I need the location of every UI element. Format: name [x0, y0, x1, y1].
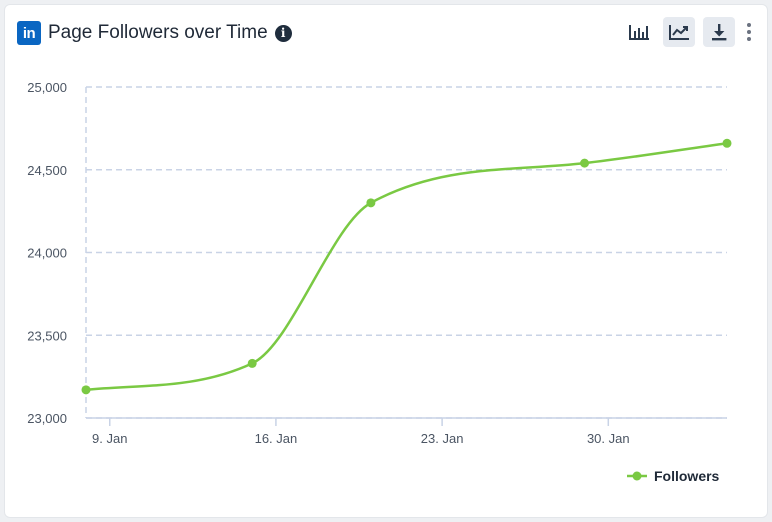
followers-data-point — [722, 138, 732, 148]
more-vertical-icon — [747, 23, 751, 41]
legend-label-followers: Followers — [654, 468, 720, 484]
more-options-button[interactable] — [743, 17, 755, 47]
x-tick-label: 23. Jan — [421, 431, 464, 446]
chart-title: Page Followers over Time — [48, 22, 268, 43]
y-tick-label: 23,000 — [27, 411, 67, 426]
followers-series-line — [85, 142, 728, 392]
followers-data-point — [366, 198, 376, 208]
followers-data-point — [580, 158, 590, 168]
info-icon[interactable]: i — [274, 24, 292, 42]
chart-header: in Page Followers over Time i — [17, 19, 292, 47]
bar-chart-icon — [629, 25, 649, 40]
followers-data-point — [247, 358, 257, 368]
followers-data-point — [81, 385, 91, 395]
y-tick-label: 23,500 — [27, 328, 67, 343]
linkedin-logo-icon: in — [17, 21, 41, 45]
y-tick-label: 25,000 — [27, 80, 67, 95]
download-icon — [712, 24, 727, 41]
x-tick-label: 9. Jan — [92, 431, 127, 446]
followers-line-chart: 23,000 23,500 24,000 24,500 25,000 9. Jan 16. … — [27, 80, 732, 484]
followers-chart-card: in Page Followers over Time i — [4, 4, 768, 518]
line-chart-icon — [669, 25, 689, 40]
y-tick-label: 24,000 — [27, 246, 67, 261]
legend-marker — [632, 471, 642, 481]
x-tick-label: 16. Jan — [255, 431, 298, 446]
bar-chart-button[interactable] — [623, 17, 655, 47]
chart-toolbar — [623, 17, 755, 47]
download-button[interactable] — [703, 17, 735, 47]
x-tick-label: 30. Jan — [587, 431, 630, 446]
y-tick-label: 24,500 — [27, 163, 67, 178]
line-chart-button[interactable] — [663, 17, 695, 47]
